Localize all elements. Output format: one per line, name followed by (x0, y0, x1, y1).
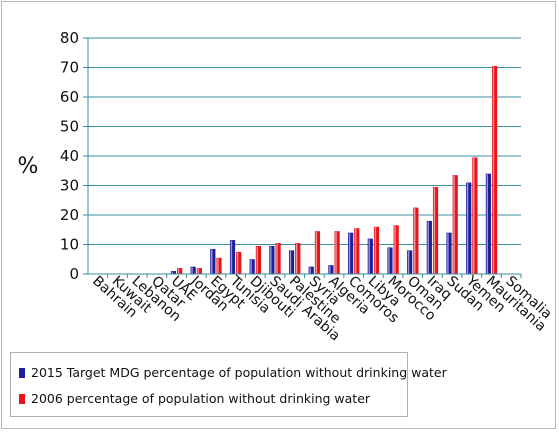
bar-highlight-1-13 (355, 228, 357, 274)
bar-highlight-0-12 (329, 265, 331, 274)
bar-2006-libya (373, 226, 380, 274)
legend-item-2006: 2006 percentage of population without dr… (19, 391, 370, 406)
bar-highlight-0-5 (191, 267, 193, 274)
bar-target-iraq (426, 220, 432, 274)
y-tick-label-40: 40 (60, 147, 79, 165)
bar-highlight-0-20 (486, 174, 488, 274)
bar-highlight-1-19 (473, 158, 475, 274)
bar-highlight-1-9 (276, 243, 278, 274)
bar-highlight-1-14 (374, 227, 377, 274)
y-tick-label-70: 70 (60, 59, 79, 77)
bar-highlight-0-19 (466, 183, 469, 274)
y-axis-label: % (18, 154, 39, 179)
y-tick-label-10: 10 (60, 236, 79, 254)
legend-swatch-target (19, 367, 25, 378)
bar-target-djibouti (249, 259, 255, 274)
bar-highlight-0-9 (270, 246, 272, 274)
grid-lines (88, 37, 521, 245)
bar-target-yemen (466, 182, 472, 274)
bar-highlight-1-8 (256, 246, 258, 274)
bar-highlight-0-4 (171, 271, 174, 274)
bar-highlight-1-17 (433, 187, 436, 274)
bar-highlight-1-15 (394, 225, 396, 274)
bar-highlight-0-16 (407, 251, 410, 274)
y-tick-label-50: 50 (60, 118, 79, 136)
bar-2006-uae (177, 268, 183, 274)
bar-highlight-1-18 (453, 175, 455, 274)
bar-target-oman (407, 250, 413, 274)
bar-highlight-0-18 (447, 233, 449, 274)
bar-2006-palestine (295, 243, 301, 274)
y-tick-label-0: 0 (69, 265, 79, 283)
bar-2006-tunisia (236, 251, 242, 274)
bar-highlight-0-6 (211, 249, 213, 274)
y-axis-ticks: 0 10 20 30 40 50 60 70 80 (60, 29, 88, 283)
y-tick-label-20: 20 (60, 206, 79, 224)
bar-2006-algeria (334, 231, 340, 274)
legend-swatch-2006 (19, 393, 25, 404)
bar-2006-egypt (216, 257, 222, 274)
bar-2006-mauritania (491, 66, 498, 275)
bar-2006-sudan (452, 175, 458, 274)
bar-highlight-1-10 (295, 243, 298, 274)
bar-highlight-0-15 (388, 248, 390, 274)
bar-highlight-1-7 (236, 252, 239, 274)
bar-highlight-0-8 (250, 259, 252, 274)
bar-target-jordan (190, 266, 196, 274)
bar-highlight-1-6 (217, 258, 219, 274)
legend-label-target: 2015 Target MDG percentage of population… (31, 365, 447, 380)
bar-2006-syria (314, 231, 321, 274)
bar-target-algeria (328, 265, 334, 274)
y-tick-label-60: 60 (60, 88, 79, 106)
bar-highlight-1-12 (335, 231, 337, 274)
bar-highlight-0-17 (427, 221, 429, 274)
bar-highlight-0-13 (348, 233, 351, 274)
bar-target-saudi-arabia (269, 245, 275, 274)
bar-target-sudan (446, 232, 452, 274)
y-tick-label-80: 80 (60, 29, 79, 47)
bar-2006-djibouti (255, 245, 261, 274)
bar-2006-jordan (196, 268, 202, 274)
axes (87, 38, 522, 278)
bar-highlight-1-4 (177, 268, 180, 274)
bar-target-syria (308, 266, 314, 274)
bar-2006-yemen (472, 157, 478, 274)
bar-2006-morocco (393, 225, 399, 274)
bar-target-mauritania (485, 173, 491, 274)
bar-highlight-1-20 (492, 66, 495, 274)
bar-highlight-0-10 (289, 251, 292, 274)
legend-label-2006: 2006 percentage of population without dr… (31, 391, 371, 406)
bar-highlight-1-11 (315, 231, 318, 274)
x-axis-categories: BahrainKuwaitLebanonQatarUAEJordanEgyptT… (89, 272, 555, 344)
bar-target-morocco (387, 247, 393, 274)
legend-item-target: 2015 Target MDG percentage of population… (19, 365, 447, 380)
bar-target-uae (170, 271, 177, 274)
bar-target-libya (367, 238, 373, 274)
bar-target-palestine (288, 250, 295, 274)
bar-target-egypt (210, 248, 216, 274)
bar-highlight-1-16 (414, 208, 416, 274)
bar-highlight-0-11 (309, 267, 311, 274)
bar-2006-oman (413, 207, 419, 274)
legend: 2015 Target MDG percentage of population… (10, 352, 447, 417)
y-tick-label-30: 30 (60, 177, 79, 195)
bar-highlight-0-7 (230, 240, 233, 274)
bars (170, 66, 498, 275)
bar-highlight-1-5 (197, 268, 199, 274)
bar-2006-saudi-arabia (275, 243, 281, 274)
bar-highlight-0-14 (368, 239, 370, 274)
bar-target-tunisia (229, 240, 236, 274)
bar-target-comoros (348, 232, 354, 274)
bar-2006-comoros (354, 228, 360, 274)
bar-2006-iraq (432, 186, 439, 274)
